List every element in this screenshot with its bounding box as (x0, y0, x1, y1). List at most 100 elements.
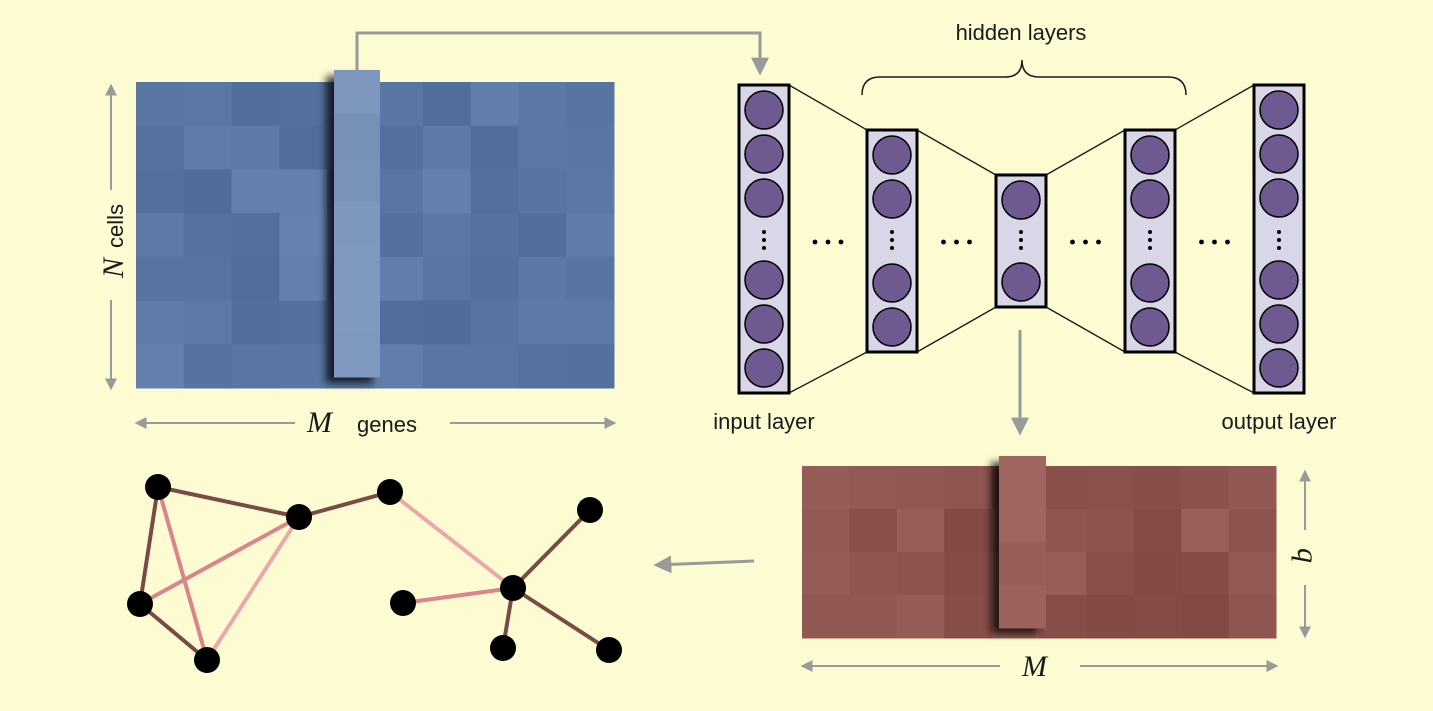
neuron (1259, 134, 1299, 174)
expression-matrix-cell (183, 300, 233, 345)
expression-matrix-selected-column (334, 245, 380, 290)
input-layer (737, 83, 791, 395)
neuron (1259, 304, 1299, 344)
neuron (744, 90, 784, 130)
latent-matrix-cell (1228, 509, 1277, 553)
hidden-layers-label: hidden layers (956, 20, 1087, 45)
vertical-ellipsis-dot (762, 246, 766, 250)
latent-width-label: M (1021, 650, 1049, 683)
column-to-network-arrow (355, 31, 769, 76)
graph-edge (156, 485, 209, 662)
expression-matrix-cell (279, 125, 328, 170)
graph-node (500, 575, 526, 601)
neuron (1001, 180, 1041, 220)
neuron (1001, 262, 1041, 302)
graph-node (145, 474, 171, 500)
latent-matrix-cell (802, 509, 850, 553)
latent-matrix-cell (802, 595, 850, 639)
expression-matrix-selected-column (334, 70, 380, 115)
between-layer-ellipsis-dot (1199, 239, 1204, 245)
between-layer-ellipsis-dot (1070, 239, 1075, 245)
expression-matrix-cell (183, 169, 233, 214)
graph-edge (297, 490, 392, 519)
expression-matrix-cell (375, 213, 424, 258)
latent-matrix-cell (1228, 552, 1277, 596)
expression-matrix-cell (566, 300, 615, 345)
expression-matrix-cell (422, 125, 472, 170)
neuron (744, 134, 784, 174)
expression-matrix-cell (566, 169, 615, 214)
vertical-ellipsis-dot (762, 238, 766, 242)
graph-edge (401, 586, 515, 605)
expression-matrix-cell (375, 169, 424, 214)
between-layer-ellipsis-dot (941, 239, 946, 245)
expression-matrix-cell (470, 82, 519, 127)
latent-matrix-cell (944, 509, 993, 553)
neuron (1130, 135, 1170, 175)
expression-matrix-cell (183, 82, 233, 127)
vertical-ellipsis-dot (1019, 230, 1023, 234)
between-layer-ellipsis-dot (825, 239, 831, 245)
latent-matrix (802, 456, 1277, 639)
vertical-ellipsis-dot (1277, 246, 1281, 250)
latent-matrix-cell (1039, 552, 1087, 596)
latent-matrix-cell (849, 552, 898, 596)
between-layer-ellipsis-dot (1096, 239, 1101, 245)
graph-edge (156, 485, 301, 519)
expression-matrix-cell (279, 256, 328, 302)
expression-matrix-cell (566, 82, 615, 127)
neuron (872, 135, 912, 175)
expression-matrix-cell (279, 213, 328, 258)
expression-matrix-selected-column (334, 113, 380, 159)
expression-matrix-cell (518, 256, 567, 302)
latent-matrix-cell (1133, 509, 1182, 553)
expression-matrix-cell (566, 125, 615, 170)
genes-text: genes (357, 412, 417, 437)
neuron (1259, 90, 1299, 130)
latent-matrix-cell (896, 509, 945, 553)
latent-matrix-cell (1086, 552, 1135, 596)
expression-matrix-cell (136, 169, 185, 214)
vertical-ellipsis-dot (1277, 230, 1281, 234)
expression-matrix-cell (136, 256, 185, 302)
latent-matrix-cell (896, 552, 945, 596)
expression-matrix-cell (566, 256, 615, 302)
vertical-ellipsis-dot (1148, 230, 1152, 234)
expression-matrix-cell (470, 256, 519, 302)
expression-matrix-cell (231, 300, 280, 345)
expression-matrix-cell (518, 344, 567, 389)
latent-matrix-selected-column (999, 542, 1046, 586)
latent-matrix-cell (1181, 552, 1230, 596)
between-layer-ellipsis-dot (967, 239, 972, 245)
expression-matrix-cell (136, 300, 185, 345)
graph-node (390, 590, 416, 616)
layer-connection (1174, 351, 1255, 394)
vertical-ellipsis-dot (762, 230, 766, 234)
expression-matrix-cell (375, 82, 424, 127)
neuron (744, 348, 784, 388)
graph-node (127, 591, 153, 617)
latent-matrix-cell (1133, 466, 1182, 510)
expression-matrix-cell (231, 169, 280, 214)
graph-edge (138, 485, 160, 606)
vertical-ellipsis-dot (1019, 238, 1023, 242)
graph-edge (511, 508, 592, 590)
output-layer (1252, 83, 1306, 395)
expression-matrix-cell (136, 344, 185, 389)
expression-matrix-cell (231, 213, 280, 258)
expression-matrix-cell (375, 256, 424, 302)
neuron (1259, 260, 1299, 300)
hidden-layer-3 (1123, 128, 1177, 354)
latent-matrix-cell (1228, 595, 1277, 639)
expression-matrix-cell (231, 344, 280, 389)
expression-matrix-cell (422, 300, 472, 345)
latent-matrix-cell (802, 466, 850, 510)
latent-matrix-cell (1228, 466, 1277, 510)
expression-matrix-cell (422, 82, 472, 127)
vertical-ellipsis-dot (1148, 246, 1152, 250)
latent-matrix-cell (1181, 466, 1230, 510)
latent-matrix-cell (1181, 595, 1230, 639)
latent-matrix-cell (1086, 466, 1135, 510)
latent-matrix-cell (1133, 552, 1182, 596)
input-layer-label: input layer (713, 409, 815, 434)
